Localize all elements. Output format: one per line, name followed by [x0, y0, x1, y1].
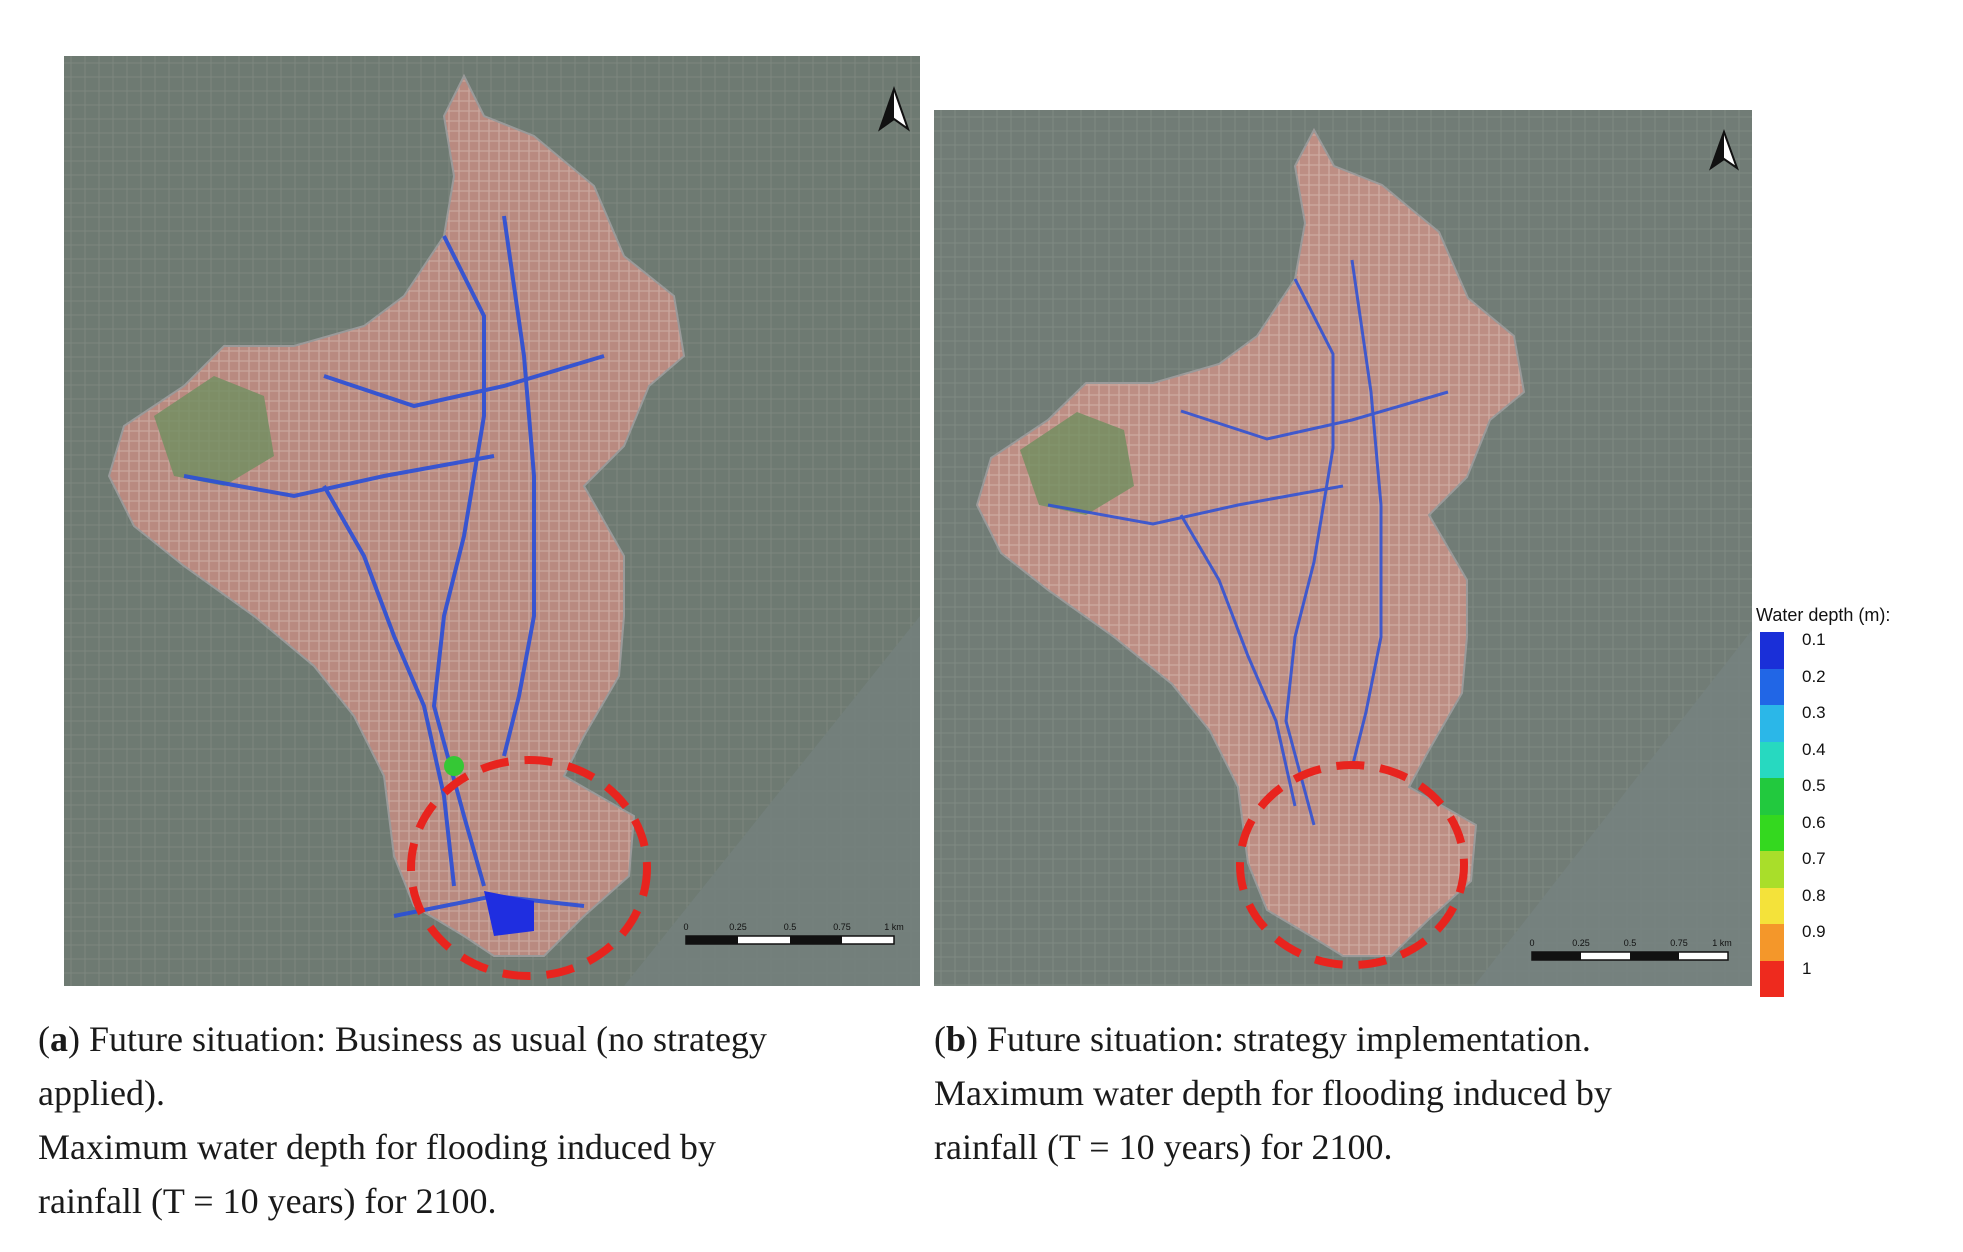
legend-swatch	[1760, 705, 1784, 742]
caption-b-line1: (b) Future situation: strategy implement…	[934, 1019, 1591, 1059]
caption-a-line1: (a) Future situation: Business as usual …	[38, 1019, 767, 1059]
legend-swatch	[1760, 960, 1784, 997]
legend-row: 1	[1760, 958, 1960, 997]
legend-label: 0.7	[1802, 849, 1826, 868]
water-river-area	[624, 616, 920, 986]
legend-row: 0.7	[1760, 849, 1960, 888]
water-river-area	[1474, 630, 1752, 986]
map-panel-b: 0 0.25 0.5 0.75 1 km	[934, 110, 1752, 986]
legend-swatch	[1760, 924, 1784, 961]
legend-label: 0.6	[1802, 812, 1826, 832]
caption-b-text1: ) Future situation: strategy implementat…	[966, 1019, 1591, 1059]
legend-label: 0.9	[1802, 922, 1826, 941]
highlight-circle	[1236, 761, 1468, 969]
legend-row: 0.5	[1760, 776, 1960, 815]
scale-tick-2: 0.5	[784, 922, 797, 932]
scale-tick-3: 0.75	[1670, 938, 1688, 948]
legend-rows: 0.1 0.2 0.3 0.4 0.5 0.6 0.7 0.8 0.9 1	[1760, 630, 1960, 997]
caption-b: (b) Future situation: strategy implement…	[934, 1012, 1612, 1174]
scale-tick-2: 0.5	[1624, 938, 1637, 948]
flood-hotspot	[484, 891, 534, 936]
park-area	[154, 376, 274, 486]
caption-a-line3: Maximum water depth for flooding induced…	[38, 1127, 716, 1167]
caption-b-line3: rainfall (T = 10 years) for 2100.	[934, 1127, 1393, 1167]
legend-label: 0.2	[1802, 666, 1826, 686]
highlight-circle	[407, 756, 651, 980]
scale-bar: 0 0.25 0.5 0.75 1 km	[1529, 938, 1732, 961]
caption-b-label: b	[946, 1019, 967, 1059]
flood-network	[1047, 259, 1449, 826]
map-a-svg: 0 0.25 0.5 0.75 1 km	[64, 56, 920, 986]
scale-tick-1: 0.25	[729, 922, 747, 932]
north-arrow-icon	[878, 85, 910, 132]
legend-title: Water depth (m):	[1756, 605, 1891, 625]
legend-swatch	[1760, 814, 1784, 851]
scale-tick-4: 1 km	[1712, 938, 1732, 948]
legend-label: 0.5	[1802, 776, 1826, 795]
legend-swatch	[1760, 778, 1784, 815]
district-area	[975, 127, 1526, 957]
legend-label: 0.1	[1802, 630, 1826, 649]
legend-swatch	[1760, 887, 1784, 924]
legend-label: 0.8	[1802, 885, 1826, 905]
legend-label: 0.3	[1802, 703, 1826, 722]
legend-swatch	[1760, 741, 1784, 778]
legend-row: 0.6	[1760, 812, 1960, 851]
district-area	[107, 73, 686, 957]
caption-a-text1: ) Future situation: Business as usual (n…	[68, 1019, 767, 1059]
legend-row: 0.4	[1760, 739, 1960, 778]
legend-row: 0.1	[1760, 630, 1960, 669]
legend-row: 0.3	[1760, 703, 1960, 742]
scale-tick-1: 0.25	[1572, 938, 1590, 948]
north-arrow-icon	[1708, 129, 1740, 171]
legend-row: 0.2	[1760, 666, 1960, 705]
water-depth-legend: Water depth (m): 0.1 0.2 0.3 0.4 0.5 0.6 0.7 0.…	[1756, 605, 1960, 997]
scale-tick-4: 1 km	[884, 922, 904, 932]
legend-swatch	[1760, 851, 1784, 888]
legend-label: 1	[1802, 958, 1812, 978]
caption-a: (a) Future situation: Business as usual …	[38, 1012, 767, 1228]
scale-bar: 0 0.25 0.5 0.75 1 km	[683, 922, 904, 945]
caption-a-label: a	[50, 1019, 68, 1059]
scale-tick-0: 0	[683, 922, 688, 932]
flood-network	[183, 215, 605, 918]
legend-row: 0.9	[1760, 922, 1960, 961]
map-b-svg: 0 0.25 0.5 0.75 1 km	[934, 110, 1752, 986]
legend-swatch	[1760, 632, 1784, 669]
caption-a-line4: rainfall (T = 10 years) for 2100.	[38, 1181, 497, 1221]
scale-tick-3: 0.75	[833, 922, 851, 932]
legend-swatch	[1760, 668, 1784, 705]
legend-row: 0.8	[1760, 885, 1960, 924]
caption-a-line2: applied).	[38, 1073, 165, 1113]
map-panel-a: 0 0.25 0.5 0.75 1 km	[64, 56, 920, 986]
park-area	[1020, 412, 1134, 515]
caption-b-line2: Maximum water depth for flooding induced…	[934, 1073, 1612, 1113]
legend-label: 0.4	[1802, 739, 1826, 759]
flood-hotspot-green	[444, 756, 464, 776]
scale-tick-0: 0	[1529, 938, 1534, 948]
